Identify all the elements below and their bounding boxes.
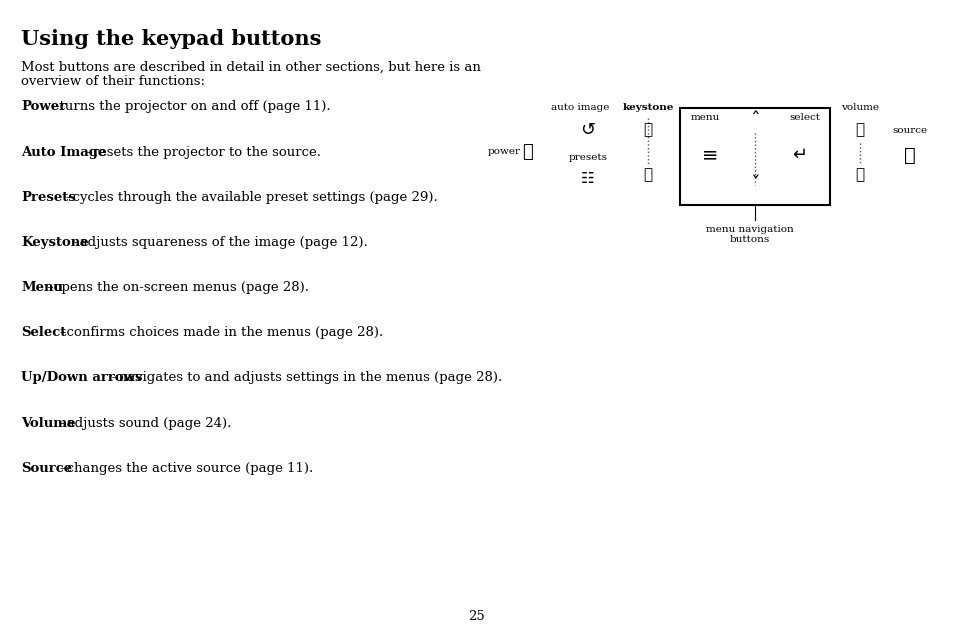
Text: ⏻: ⏻ <box>522 143 533 161</box>
Text: –confirms choices made in the menus (page 28).: –confirms choices made in the menus (pag… <box>60 326 383 339</box>
Text: ⦿: ⦿ <box>903 146 915 165</box>
Text: ⨺: ⨺ <box>642 123 652 137</box>
Text: Power: Power <box>21 100 66 113</box>
Text: ˆ: ˆ <box>749 111 760 130</box>
Text: 🔈: 🔈 <box>855 123 863 137</box>
Text: ˇ: ˇ <box>749 176 760 195</box>
Text: –adjusts squareness of the image (page 12).: –adjusts squareness of the image (page 1… <box>72 236 367 249</box>
Text: source: source <box>891 125 926 134</box>
Text: ≡: ≡ <box>701 146 718 165</box>
Text: Select: Select <box>21 326 66 339</box>
Text: auto image: auto image <box>550 104 609 113</box>
Text: ↵: ↵ <box>792 146 807 164</box>
Text: Using the keypad buttons: Using the keypad buttons <box>21 29 321 48</box>
FancyBboxPatch shape <box>679 108 829 205</box>
Text: power: power <box>488 148 520 156</box>
Text: –adjusts sound (page 24).: –adjusts sound (page 24). <box>60 417 231 429</box>
Text: Most buttons are described in detail in other sections, but here is an
overview : Most buttons are described in detail in … <box>21 60 480 88</box>
Text: Volume: Volume <box>21 417 75 429</box>
Text: ☷: ☷ <box>580 170 594 186</box>
Text: 🔇: 🔇 <box>855 167 863 183</box>
Text: Presets: Presets <box>21 191 75 204</box>
Text: presets: presets <box>568 153 607 162</box>
Text: menu: menu <box>690 113 719 123</box>
Text: –changes the active source (page 11).: –changes the active source (page 11). <box>60 462 313 474</box>
Text: Menu: Menu <box>21 281 63 294</box>
Text: Keystone: Keystone <box>21 236 89 249</box>
Text: keystone: keystone <box>621 104 673 113</box>
Text: –turns the projector on and off (page 11).: –turns the projector on and off (page 11… <box>53 100 331 113</box>
Text: –navigates to and adjusts settings in the menus (page 28).: –navigates to and adjusts settings in th… <box>112 371 501 384</box>
Text: volume: volume <box>841 104 878 113</box>
Text: Source: Source <box>21 462 72 474</box>
Text: –resets the projector to the source.: –resets the projector to the source. <box>86 146 320 158</box>
Text: menu navigation
buttons: menu navigation buttons <box>705 225 793 244</box>
Text: 25: 25 <box>468 611 485 623</box>
Text: Up/Down arrows: Up/Down arrows <box>21 371 142 384</box>
Text: ⨹: ⨹ <box>642 167 652 183</box>
Text: –cycles through the available preset settings (page 29).: –cycles through the available preset set… <box>67 191 437 204</box>
Text: –opens the on-screen menus (page 28).: –opens the on-screen menus (page 28). <box>47 281 309 294</box>
Text: ↺: ↺ <box>579 121 595 139</box>
Text: Auto Image: Auto Image <box>21 146 106 158</box>
Text: select: select <box>789 113 820 123</box>
